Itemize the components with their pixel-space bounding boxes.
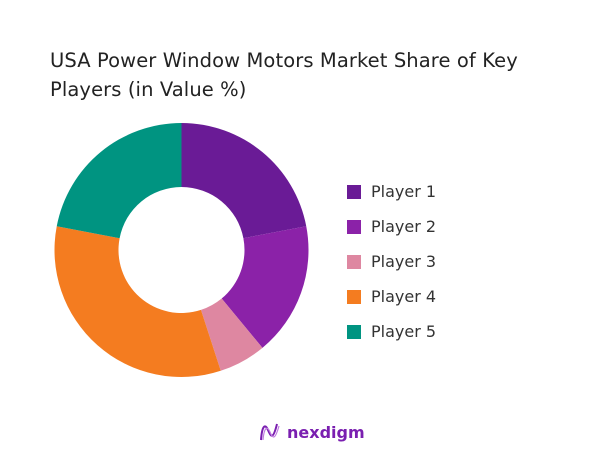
nexdigm-logo-icon (260, 423, 280, 441)
legend-swatch (347, 219, 361, 234)
legend-swatch (347, 184, 361, 199)
legend-item: Player 2 (347, 209, 436, 244)
slice-player-5 (56, 123, 182, 239)
slice-player-4 (54, 226, 221, 378)
brand-name: nexdigm (287, 422, 365, 442)
legend-swatch (347, 254, 361, 269)
legend-item: Player 1 (347, 174, 436, 209)
legend: Player 1 Player 2 Player 3 Player 4 Player 5 (347, 174, 436, 349)
slice-player-1 (181, 123, 307, 239)
legend-swatch (347, 289, 361, 304)
legend-swatch (347, 324, 361, 339)
legend-label: Player 3 (371, 252, 437, 271)
legend-label: Player 2 (371, 217, 437, 236)
legend-label: Player 5 (371, 322, 437, 341)
legend-item: Player 3 (347, 244, 436, 279)
legend-item: Player 4 (347, 279, 436, 314)
legend-label: Player 4 (371, 287, 437, 306)
legend-label: Player 1 (371, 182, 437, 201)
slice-player-2 (221, 226, 309, 348)
legend-item: Player 5 (347, 314, 436, 349)
nexdigm-logo: nexdigm (259, 422, 365, 442)
slice-player-3 (200, 298, 263, 371)
chart-title: USA Power Window Motors Market Share of … (50, 49, 518, 101)
